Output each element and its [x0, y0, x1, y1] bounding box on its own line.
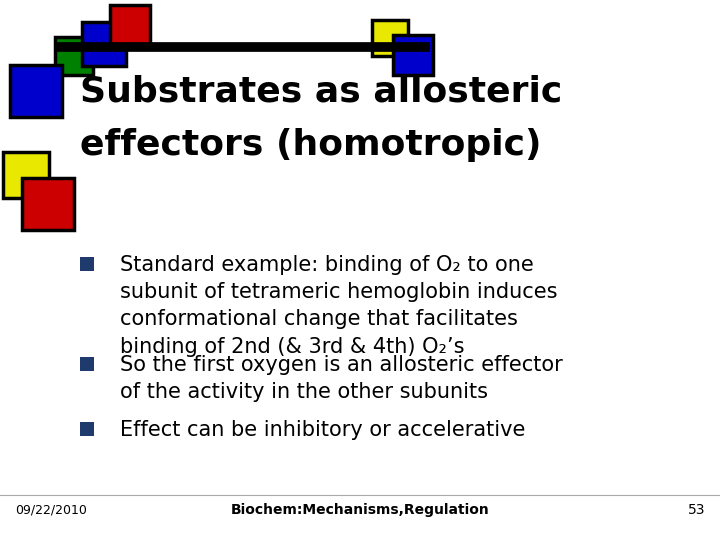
Bar — [80, 422, 94, 436]
Text: So the first oxygen is an allosteric effector
of the activity in the other subun: So the first oxygen is an allosteric eff… — [120, 355, 563, 402]
Bar — [80, 357, 94, 371]
Text: Effect can be inhibitory or accelerative: Effect can be inhibitory or accelerative — [120, 420, 526, 440]
Bar — [22, 178, 74, 230]
Text: 09/22/2010: 09/22/2010 — [15, 503, 87, 516]
Bar — [3, 152, 49, 198]
Bar — [110, 5, 150, 45]
Text: Standard example: binding of O₂ to one
subunit of tetrameric hemoglobin induces
: Standard example: binding of O₂ to one s… — [120, 255, 557, 356]
Bar — [82, 22, 126, 66]
Text: 53: 53 — [688, 503, 705, 517]
Bar — [393, 35, 433, 75]
Bar — [55, 37, 93, 75]
Text: Biochem:Mechanisms,Regulation: Biochem:Mechanisms,Regulation — [230, 503, 490, 517]
Text: Substrates as allosteric: Substrates as allosteric — [80, 75, 562, 109]
Bar — [10, 65, 62, 117]
Bar — [372, 20, 408, 56]
Text: effectors (homotropic): effectors (homotropic) — [80, 129, 541, 163]
Bar — [80, 257, 94, 271]
